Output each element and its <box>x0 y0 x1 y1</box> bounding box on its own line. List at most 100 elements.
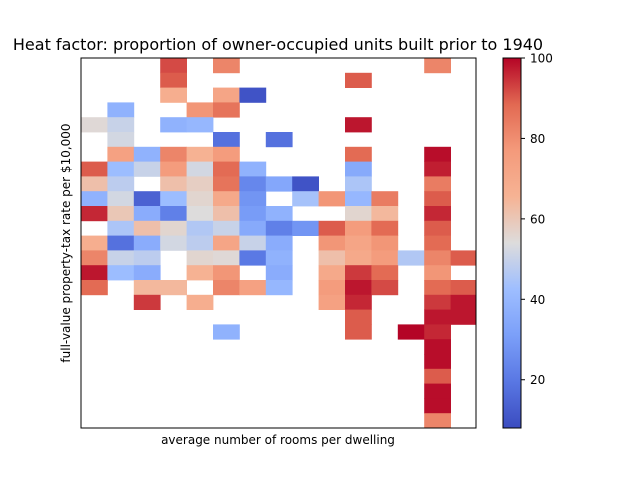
heatmap-cell <box>186 146 214 162</box>
heatmap-cell <box>424 368 451 384</box>
chart-title: Heat factor: proportion of owner-occupie… <box>13 35 543 54</box>
heatmap-cell <box>81 117 108 133</box>
heatmap-cell <box>345 265 372 281</box>
heatmap-cell <box>186 176 214 192</box>
heatmap-cell <box>239 176 267 192</box>
heatmap-cell <box>186 250 214 266</box>
heatmap-cell <box>107 235 135 251</box>
heatmap-cell <box>424 235 451 251</box>
heatmap-cell <box>424 280 451 296</box>
plot-frame <box>80 57 477 429</box>
heatmap-cell <box>318 265 346 281</box>
heatmap-cell <box>397 250 425 266</box>
heatmap-cell <box>371 220 399 236</box>
heatmap-cell <box>265 280 293 296</box>
heatmap-cell <box>133 161 161 177</box>
heatmap-cell <box>450 309 477 325</box>
heatmap-cell <box>265 250 293 266</box>
heatmap-cell <box>318 220 346 236</box>
heatmap-cell <box>239 161 267 177</box>
colorbar-tick-label: 20 <box>530 373 545 387</box>
heatmap-cell <box>81 191 108 207</box>
heatmap-cell <box>239 191 267 207</box>
heatmap-cell <box>292 176 319 192</box>
heatmap-cell <box>345 280 372 296</box>
heatmap-cell <box>160 235 187 251</box>
heatmap-cell <box>424 161 451 177</box>
heatmap-cell <box>318 235 346 251</box>
heatmap-cell <box>107 206 135 222</box>
x-axis-label: average number of rooms per dwelling <box>161 433 395 447</box>
heatmap-cell <box>345 191 372 207</box>
heatmap-cell <box>265 235 293 251</box>
heatmap-cell <box>213 161 240 177</box>
heatmap-cell <box>107 265 135 281</box>
heatmap-cell <box>186 220 214 236</box>
heatmap-cell <box>345 309 372 325</box>
heatmap-cell <box>186 161 214 177</box>
colorbar-ticks: 20 40 60 80 100 <box>521 52 553 387</box>
heatmap-cell <box>133 250 161 266</box>
colorbar-tick-label: 40 <box>530 293 545 307</box>
heatmap-cell <box>213 191 240 207</box>
heatmap-cell <box>107 132 135 148</box>
colorbar <box>502 57 522 429</box>
heatmap-cell <box>133 206 161 222</box>
heatmap-cell <box>160 280 187 296</box>
heatmap-cell <box>107 117 135 133</box>
heatmap-cell <box>213 146 240 162</box>
heatmap-cell <box>450 250 477 266</box>
heatmap-cell <box>345 294 372 310</box>
heatmap-cell <box>81 280 108 296</box>
heatmap-cell <box>424 383 451 399</box>
heatmap-cell <box>345 250 372 266</box>
heatmap-cell <box>81 176 108 192</box>
heatmap-cell <box>133 265 161 281</box>
heatmap-cell <box>292 220 319 236</box>
heatmap-cell <box>160 87 187 103</box>
heatmap-cell <box>213 324 240 340</box>
heatmap-cell <box>424 58 451 74</box>
heatmap-cell <box>160 220 187 236</box>
heatmap-cell <box>213 102 240 118</box>
heatmap-cell <box>239 220 267 236</box>
heatmap-cell <box>450 294 477 310</box>
heatmap-cell <box>345 324 372 340</box>
heatmap-cell <box>265 132 293 148</box>
heatmap-cell <box>133 235 161 251</box>
heatmap-cell <box>186 191 214 207</box>
heatmap-cells <box>81 58 477 429</box>
heatmap-cell <box>81 161 108 177</box>
heatmap-cell <box>345 220 372 236</box>
colorbar-tick-label: 60 <box>530 212 545 226</box>
heatmap-cell <box>345 117 372 133</box>
heatmap-cell <box>81 206 108 222</box>
heatmap-cell <box>345 161 372 177</box>
heatmap-cell <box>424 294 451 310</box>
heatmap-cell <box>213 87 240 103</box>
heatmap-cell <box>107 146 135 162</box>
heatmap-cell <box>107 176 135 192</box>
heatmap-cell <box>213 280 240 296</box>
heatmap-cell <box>345 235 372 251</box>
heatmap-cell <box>345 72 372 88</box>
heatmap-cell <box>424 398 451 414</box>
heatmap-cell <box>371 280 399 296</box>
heatmap-cell <box>424 250 451 266</box>
heatmap-cell <box>213 265 240 281</box>
heatmap-cell <box>424 265 451 281</box>
heatmap-cell <box>107 161 135 177</box>
heatmap-cell <box>318 250 346 266</box>
heatmap-cell <box>371 191 399 207</box>
heatmap-cell <box>371 250 399 266</box>
heatmap-cell <box>213 132 240 148</box>
heatmap-cell <box>186 235 214 251</box>
heatmap-cell <box>213 176 240 192</box>
heatmap-cell <box>186 117 214 133</box>
heatmap-cell <box>107 220 135 236</box>
heatmap-cell <box>213 220 240 236</box>
y-axis-label: full-value property-tax rate per $10,000 <box>59 123 73 362</box>
heatmap-cell <box>265 206 293 222</box>
heatmap-cell <box>239 206 267 222</box>
